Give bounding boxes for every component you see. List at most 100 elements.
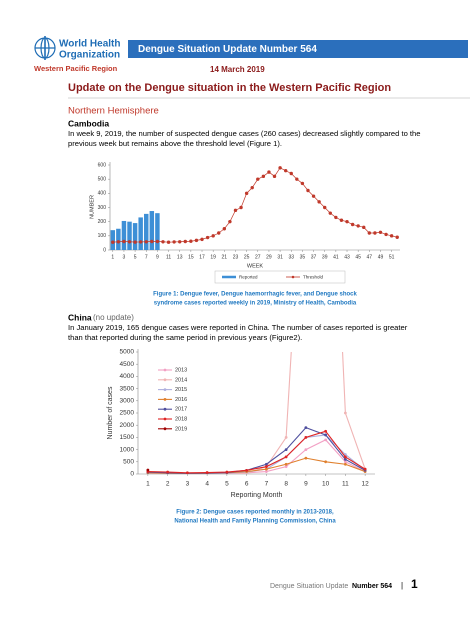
legend-label: 2017 (175, 407, 187, 413)
legend-swatch (163, 417, 167, 421)
point (284, 436, 288, 439)
point (384, 232, 388, 237)
point (356, 224, 360, 228)
y-tick-label: 5000 (120, 349, 135, 356)
section: Northern Hemisphere (68, 106, 159, 117)
point (367, 231, 372, 235)
point (304, 456, 308, 460)
point (339, 218, 344, 222)
x-tick-label: 39 (322, 254, 328, 260)
point (233, 208, 238, 213)
x-tick-label: 1 (146, 481, 150, 488)
point (225, 470, 229, 474)
bar (121, 220, 127, 250)
point (343, 462, 347, 466)
point (324, 438, 328, 442)
point (122, 239, 126, 244)
legend-label: Reported (239, 275, 258, 280)
point (200, 237, 204, 242)
point (166, 240, 171, 244)
point (264, 470, 268, 473)
point (328, 211, 332, 215)
region: Western Pacific Region (34, 64, 118, 73)
point (304, 426, 308, 430)
point (228, 219, 232, 224)
x-tick-label: 19 (210, 254, 216, 260)
point (284, 465, 288, 469)
point (111, 240, 115, 244)
point (267, 170, 271, 174)
y-tick-label: 200 (98, 219, 107, 225)
point (334, 215, 338, 220)
point (343, 457, 347, 461)
x-tick-label: 11 (166, 254, 171, 260)
x-tick-label: 21 (222, 254, 228, 260)
point (185, 471, 189, 474)
y-tick-label: 0 (103, 247, 106, 253)
point (211, 234, 215, 238)
legend-label: 2014 (175, 377, 187, 383)
point (278, 166, 282, 170)
point (264, 467, 268, 471)
y-tick-label: 400 (98, 191, 107, 197)
paragraph-line: In week 9, 2019, the number of suspected… (68, 129, 420, 138)
legend-swatch (163, 378, 167, 382)
x-tick-label: 35 (300, 254, 306, 260)
point (189, 239, 193, 243)
point (172, 240, 176, 244)
legend-label: 2019 (175, 426, 187, 432)
y-tick-label: 2500 (120, 410, 135, 417)
point (264, 462, 268, 466)
point (155, 239, 160, 244)
note: (no update) (93, 313, 134, 322)
point (217, 231, 221, 235)
x-tick-label: 51 (389, 254, 395, 260)
point (311, 194, 316, 198)
y-tick-label: 500 (98, 176, 107, 182)
bar (144, 213, 149, 250)
point (144, 240, 148, 244)
point (205, 235, 210, 240)
point (304, 436, 308, 439)
point (378, 230, 383, 234)
legend-label: Threshold (303, 275, 324, 280)
point (178, 240, 182, 244)
point (362, 225, 366, 230)
y-tick-label: 2000 (120, 422, 135, 429)
x-tick-label: 10 (322, 481, 330, 488)
x-tick-label: 5 (134, 254, 137, 260)
y-axis-label: Number of cases (107, 386, 114, 439)
heading: Cambodia (68, 118, 109, 128)
y-tick-label: 300 (98, 205, 107, 211)
point (345, 219, 349, 224)
y-axis-label: NUMBER (89, 195, 95, 219)
y-tick-label: 100 (98, 233, 107, 239)
series-line (147, 426, 366, 474)
x-tick-label: 17 (199, 254, 205, 260)
point (317, 200, 321, 204)
banner-text: Dengue Situation Update Number 564 (138, 44, 317, 55)
legend-label: 2013 (175, 367, 187, 373)
plot-area (146, 352, 367, 474)
point (306, 188, 310, 193)
point (250, 185, 254, 190)
caption: Figure 2: Dengue cases reported monthly … (176, 510, 334, 516)
y-tick-label: 4500 (120, 361, 135, 368)
x-tick-label: 15 (188, 254, 194, 260)
bar (127, 221, 132, 250)
point (284, 448, 288, 451)
x-tick-label: 31 (277, 254, 283, 260)
x-tick-label: 6 (245, 481, 249, 488)
point (324, 460, 328, 464)
x-tick-label: 45 (355, 254, 361, 260)
series-line (112, 167, 398, 243)
x-tick-label: 37 (311, 254, 317, 260)
x-axis-label: Reporting Month (231, 492, 283, 499)
point (350, 222, 355, 227)
point (343, 411, 347, 415)
point (194, 238, 199, 243)
x-tick-label: 33 (288, 254, 294, 260)
point (222, 227, 227, 231)
point (161, 240, 165, 244)
y-tick-label: 500 (123, 459, 134, 466)
